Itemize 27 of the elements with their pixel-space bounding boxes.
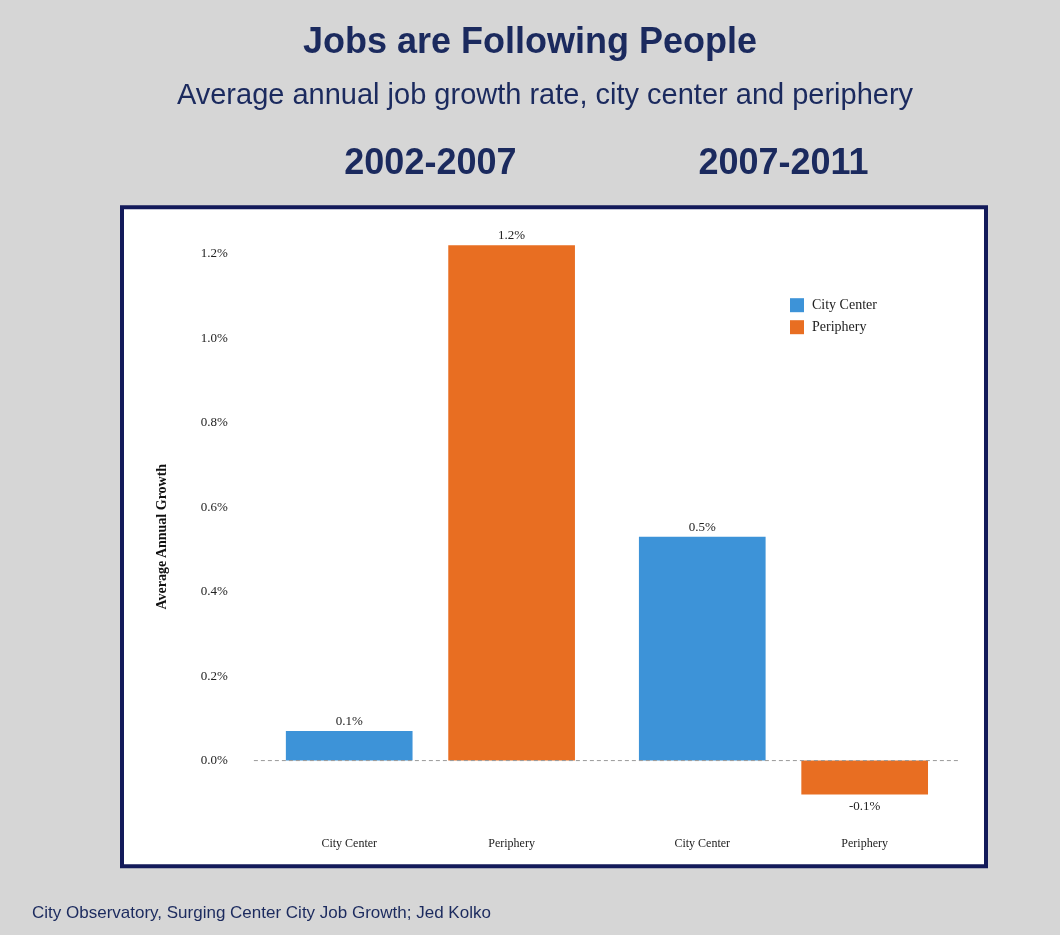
bar [801,760,929,795]
y-tick-label: 0.4% [200,583,229,599]
text: City Center [321,836,378,851]
data-label: -0.1% [848,798,881,814]
y-tick-label: 0.8% [200,414,229,430]
x-tick-label: 2007-2011 [698,140,869,182]
y-tick-label: 1.0% [200,329,229,345]
text: City Center [674,836,731,851]
chart-title: Jobs are Following People [301,20,759,62]
text: Periphery [488,836,535,851]
legend-label: Periphery [812,318,867,334]
bar [448,245,575,761]
bar [285,731,413,761]
text: Periphery [841,836,888,851]
data-label: 1.2% [498,227,526,243]
y-axis-title: Average Annual Growth [154,463,170,610]
y-tick-label: 0.0% [200,752,229,768]
y-tick-label: 1.2% [200,245,229,261]
text: City Observatory, Surging Center City Job Growth; Jed Kolko [32,903,491,923]
legend-label: City Center [812,296,878,312]
x-tick-label: 2002-2007 [344,140,517,182]
data-label: 0.5% [688,518,716,534]
bar [638,536,766,761]
y-tick-label: 0.6% [200,498,229,514]
data-label: 0.1% [335,712,363,728]
y-tick-label: 0.2% [200,667,229,683]
chart-subtitle: Average annual job growth rate, city center and periphery [175,78,915,111]
